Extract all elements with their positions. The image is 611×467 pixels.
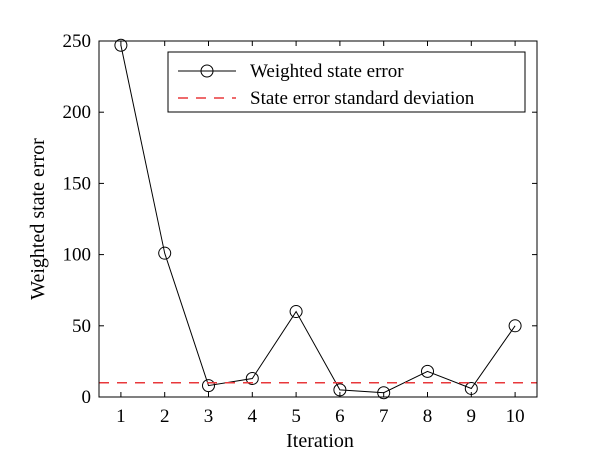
data-point-weighted-state-error-5	[289, 305, 303, 319]
data-point-weighted-state-error-8	[421, 364, 434, 378]
plot-marks	[99, 38, 537, 400]
legend-label-state-error-std: State error standard deviation	[250, 88, 475, 109]
y-tick-label-0: 0	[82, 387, 92, 408]
data-point-weighted-state-error-7	[377, 386, 391, 400]
data-point-weighted-state-error-2	[158, 246, 172, 260]
legend-marker-weighted-state-error	[200, 64, 214, 78]
legend-label-weighted-state-error: Weighted state error	[250, 61, 404, 82]
y-tick-label-100: 100	[63, 245, 92, 266]
data-point-weighted-state-error-1	[114, 38, 128, 52]
x-tick-label-6: 6	[335, 406, 345, 427]
x-axis-title: Iteration	[286, 430, 354, 452]
data-point-weighted-state-error-10	[508, 319, 522, 333]
x-tick-label-3: 3	[204, 406, 214, 427]
x-tick-label-9: 9	[467, 406, 477, 427]
y-tick-label-50: 50	[72, 316, 91, 337]
x-tick-label-10: 10	[506, 406, 525, 427]
x-tick-label-5: 5	[291, 406, 301, 427]
y-tick-label-150: 150	[63, 173, 92, 194]
y-tick-label-250: 250	[63, 31, 92, 52]
x-tick-label-7: 7	[379, 406, 389, 427]
legend-box	[167, 51, 526, 113]
y-tick-label-200: 200	[63, 102, 92, 123]
x-tick-label-2: 2	[160, 406, 170, 427]
y-axis-title: Weighted state error	[27, 138, 49, 300]
x-tick-label-8: 8	[423, 406, 433, 427]
series-line-weighted-state-error	[120, 45, 516, 394]
plot-frame	[98, 40, 538, 398]
legend: Weighted state error State error standar…	[167, 51, 526, 113]
data-point-weighted-state-error-4	[245, 371, 259, 385]
x-tick-label-4: 4	[248, 406, 258, 427]
data-point-weighted-state-error-3	[202, 379, 215, 393]
x-tick-label-1: 1	[116, 406, 126, 427]
